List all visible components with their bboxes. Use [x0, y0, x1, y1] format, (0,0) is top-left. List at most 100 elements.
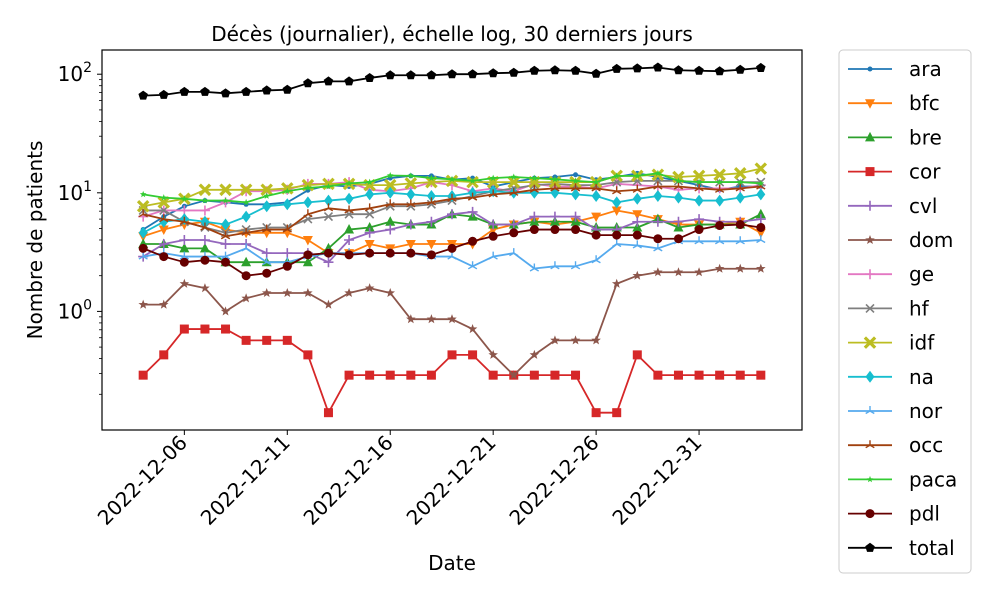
data-point-cor — [632, 350, 642, 360]
data-point-occ — [447, 193, 457, 202]
y-axis-label: Nombre de patients — [23, 141, 47, 340]
data-point-cvl — [570, 211, 581, 222]
data-point-cor — [673, 370, 683, 380]
data-point-na — [344, 192, 354, 205]
data-point-pdl — [138, 243, 148, 253]
legend-marker — [865, 303, 875, 313]
data-point-idf — [754, 162, 768, 175]
data-point-occ — [138, 209, 148, 218]
data-point-total — [447, 69, 457, 79]
data-point-bre — [755, 208, 766, 219]
data-point-bre — [344, 224, 355, 234]
data-point-dom — [303, 287, 313, 298]
legend-item-pdl: pdl — [848, 502, 940, 526]
data-point-nor — [612, 239, 622, 248]
data-point-pdl — [447, 243, 457, 253]
data-point-pdl — [323, 248, 333, 258]
data-point-total — [138, 90, 148, 100]
data-point-pdl — [571, 225, 581, 235]
legend-item-hf: hf — [848, 296, 930, 320]
data-point-nor — [632, 240, 642, 249]
data-point-cvl — [220, 239, 231, 250]
y-tick-label: 100 — [58, 297, 92, 323]
legend-item-idf: idf — [848, 331, 935, 355]
data-point-occ — [529, 184, 540, 193]
data-point-na — [365, 188, 375, 201]
data-point-cor — [571, 370, 581, 380]
legend-marker — [865, 235, 875, 245]
data-point-occ — [694, 183, 704, 192]
data-point-cvl — [323, 257, 334, 268]
legend-marker — [865, 370, 875, 383]
legend-marker — [865, 542, 875, 552]
data-point-idf — [198, 183, 212, 197]
data-point-dom — [323, 299, 334, 309]
data-point-total — [529, 65, 540, 75]
data-point-cor — [694, 370, 704, 380]
data-point-pdl — [385, 248, 395, 258]
data-point-dom — [179, 278, 190, 288]
data-point-bfc — [591, 212, 602, 223]
data-point-total — [570, 65, 581, 75]
data-point-nor — [653, 243, 663, 252]
data-point-cor — [241, 335, 251, 345]
data-point-nor — [591, 255, 601, 264]
data-point-dom — [550, 335, 560, 345]
data-point-cor — [406, 370, 416, 380]
data-point-cor — [550, 370, 560, 380]
data-point-total — [364, 72, 375, 82]
data-point-total — [344, 76, 354, 86]
data-point-nor — [756, 235, 766, 244]
data-point-na — [673, 191, 683, 204]
data-point-pdl — [344, 250, 354, 260]
data-point-pdl — [509, 228, 519, 238]
data-point-paca — [263, 192, 271, 199]
data-point-total — [323, 76, 334, 86]
data-point-occ — [344, 205, 354, 214]
data-point-total — [756, 62, 766, 72]
data-point-dom — [653, 267, 663, 277]
data-point-hf — [159, 205, 169, 216]
data-point-dom — [632, 270, 643, 280]
legend-marker — [865, 440, 875, 449]
data-point-dom — [138, 299, 148, 309]
data-point-paca — [283, 187, 291, 195]
data-point-occ — [488, 189, 498, 198]
legend-label: bre — [909, 125, 942, 149]
legend-marker — [867, 66, 873, 72]
data-point-paca — [592, 178, 600, 185]
data-point-cor — [221, 324, 231, 334]
data-point-paca — [139, 190, 147, 198]
data-point-occ — [262, 224, 272, 233]
data-point-total — [550, 65, 560, 75]
data-point-pdl — [262, 268, 272, 278]
data-point-dom — [261, 287, 272, 298]
data-point-pdl — [715, 221, 725, 231]
data-point-occ — [550, 183, 560, 192]
data-point-na — [200, 215, 210, 228]
data-point-dom — [467, 324, 478, 334]
data-point-pdl — [365, 248, 375, 258]
series-dom — [138, 263, 766, 380]
data-point-idf — [383, 178, 397, 192]
data-point-cor — [468, 350, 478, 360]
data-point-pdl — [632, 230, 642, 240]
data-point-cvl — [652, 216, 663, 227]
data-point-bre — [179, 242, 190, 253]
data-point-bre — [385, 216, 396, 226]
data-point-cvl — [344, 235, 355, 245]
data-point-dom — [611, 278, 622, 288]
data-point-dom — [488, 349, 498, 359]
data-point-cvl — [549, 211, 560, 222]
data-point-paca — [428, 174, 435, 181]
legend-marker — [865, 406, 875, 415]
data-point-bre — [302, 256, 313, 267]
plot-area — [136, 62, 768, 418]
data-point-paca — [510, 173, 518, 180]
data-point-idf — [219, 183, 232, 197]
data-point-total — [694, 65, 704, 75]
data-point-bfc — [611, 206, 622, 216]
data-point-bfc — [364, 240, 375, 250]
data-point-total — [303, 78, 313, 88]
data-point-total — [179, 86, 190, 96]
